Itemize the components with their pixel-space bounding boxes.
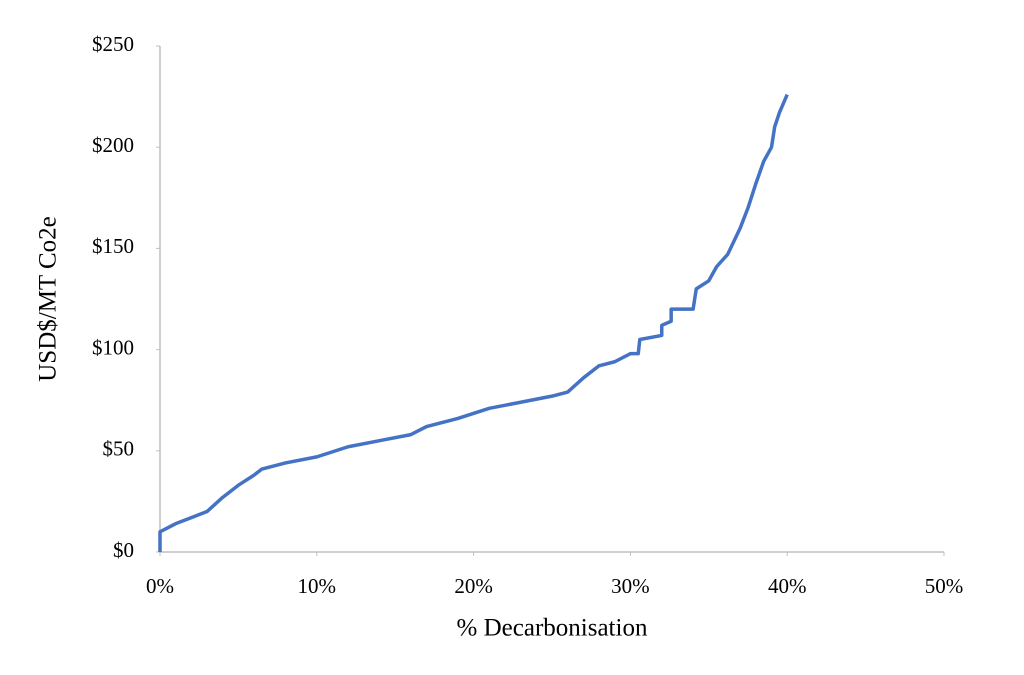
data-line xyxy=(158,93,789,552)
x-tick-label: 50% xyxy=(925,574,964,598)
x-tick-label: 10% xyxy=(298,574,337,598)
x-tick-label: 0% xyxy=(146,574,174,598)
y-axis-title: USD$/MT Co2e xyxy=(35,216,62,382)
y-tick-label: $0 xyxy=(113,538,134,562)
y-tick-label: $250 xyxy=(92,32,134,56)
x-tick-label: 30% xyxy=(611,574,650,598)
x-tick-label: 20% xyxy=(454,574,493,598)
y-tick-label: $50 xyxy=(103,437,135,461)
y-tick-label: $200 xyxy=(92,133,134,157)
y-tick-label: $100 xyxy=(92,335,134,359)
x-axis-title: % Decarbonisation xyxy=(457,615,648,642)
y-tick-label: $150 xyxy=(92,234,134,258)
x-tick-label: 40% xyxy=(768,574,807,598)
